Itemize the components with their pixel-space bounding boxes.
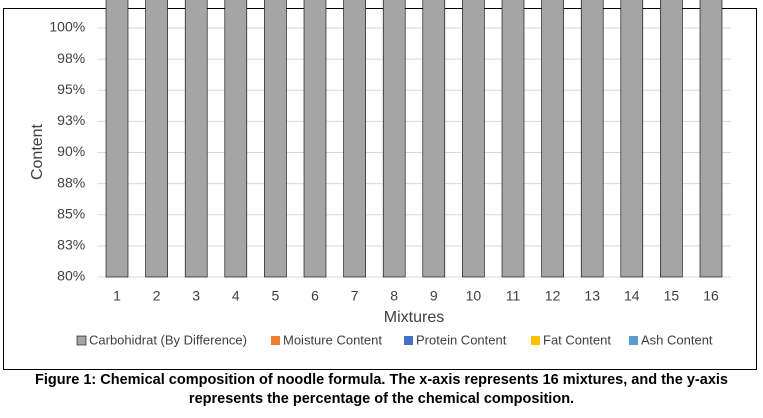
legend-marker bbox=[629, 336, 638, 345]
bar-segment bbox=[580, 0, 604, 278]
bar-segment bbox=[462, 0, 485, 278]
x-tick-label: 9 bbox=[430, 288, 438, 304]
y-tick-label: 88% bbox=[57, 174, 85, 190]
bar-segment bbox=[303, 0, 327, 278]
bar-segment bbox=[501, 0, 525, 278]
chart: Content Mixtures 80%83%85%88%90%93%95%98… bbox=[3, 0, 757, 370]
bar-segment bbox=[699, 0, 723, 278]
legend-label: Protein Content bbox=[416, 332, 507, 347]
y-tick-label: 80% bbox=[57, 268, 85, 284]
bar-segment bbox=[422, 0, 446, 278]
x-tick-label: 8 bbox=[390, 288, 398, 304]
x-tick-label: 3 bbox=[192, 288, 200, 304]
x-tick-label: 2 bbox=[153, 288, 161, 304]
bar-segment bbox=[541, 0, 564, 278]
legend-marker bbox=[76, 335, 87, 346]
bar-segment bbox=[264, 0, 287, 278]
x-tick-label: 4 bbox=[232, 288, 240, 304]
x-tick-label: 16 bbox=[703, 288, 719, 304]
x-tick-label: 14 bbox=[624, 288, 640, 304]
bar-segment bbox=[382, 0, 406, 278]
bar-segment bbox=[145, 0, 168, 278]
y-tick-label: 95% bbox=[57, 81, 85, 97]
legend-marker bbox=[531, 336, 540, 345]
legend-marker bbox=[271, 336, 280, 345]
bar-segment bbox=[620, 0, 644, 278]
y-tick-label: 93% bbox=[57, 112, 85, 128]
x-tick-label: 6 bbox=[311, 288, 319, 304]
x-tick-label: 5 bbox=[272, 288, 280, 304]
x-tick-label: 1 bbox=[113, 288, 121, 304]
x-tick-label: 12 bbox=[545, 288, 561, 304]
y-tick-label: 83% bbox=[57, 237, 85, 253]
legend-label: Fat Content bbox=[543, 332, 611, 347]
figure-caption: Figure 1: Chemical composition of noodle… bbox=[35, 372, 728, 407]
y-tick-label: 98% bbox=[57, 50, 85, 66]
x-tick-label: 10 bbox=[466, 288, 482, 304]
y-axis-title: Content bbox=[29, 123, 46, 180]
bar-segment bbox=[105, 0, 129, 278]
bar-segment bbox=[343, 0, 366, 278]
x-tick-label: 11 bbox=[506, 288, 521, 304]
bar-segment bbox=[224, 0, 248, 278]
legend-marker bbox=[404, 336, 413, 345]
x-tick-label: 13 bbox=[584, 288, 600, 304]
y-tick-label: 90% bbox=[57, 143, 85, 159]
x-tick-label: 7 bbox=[351, 288, 359, 304]
legend-label: Ash Content bbox=[641, 332, 713, 347]
legend-label: Carbohidrat (By Difference) bbox=[89, 332, 247, 347]
x-axis-title: Mixtures bbox=[384, 309, 444, 326]
y-tick-label: 100% bbox=[49, 19, 85, 35]
legend-label: Moisture Content bbox=[283, 332, 382, 347]
x-tick-label: 15 bbox=[664, 288, 680, 304]
bar-segment bbox=[184, 0, 208, 278]
bar-segment bbox=[660, 0, 683, 278]
y-tick-label: 85% bbox=[57, 205, 85, 221]
